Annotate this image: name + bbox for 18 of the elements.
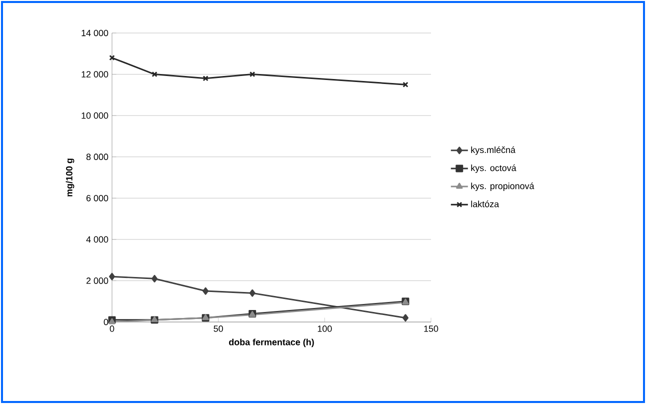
y-tick-label: 2 000 <box>86 278 108 284</box>
y-tick-label: 6 000 <box>86 194 108 202</box>
legend-label: laktóza <box>471 200 500 208</box>
y-axis-title: mg/100 g <box>66 158 74 196</box>
legend-label: kys. octová <box>471 164 516 173</box>
x-tick-label: 100 <box>318 326 332 332</box>
y-tick-label: 10 000 <box>82 112 108 119</box>
x-tick-label: 150 <box>424 326 438 332</box>
x-tick-label: 0 <box>110 326 114 332</box>
y-tick-label: 0 <box>104 318 108 326</box>
legend-label: kys.mléčná <box>471 146 516 155</box>
y-tick-label: 14 000 <box>82 30 108 36</box>
legend-label: kys. propionová <box>471 182 534 191</box>
y-tick-label: 12 000 <box>82 71 108 78</box>
x-axis-title: doba fermentace (h) <box>229 338 314 348</box>
y-tick-label: 4 000 <box>86 236 108 243</box>
x-tick-label: 50 <box>214 326 223 332</box>
y-tick-label: 8 000 <box>86 154 108 160</box>
